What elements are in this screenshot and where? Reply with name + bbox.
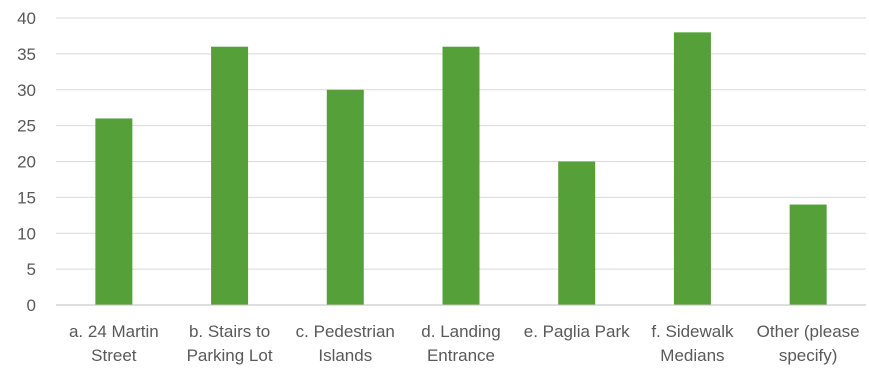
bar — [95, 118, 133, 305]
x-tick-label: b. Stairs to Parking Lot — [187, 322, 273, 365]
bar — [326, 89, 364, 305]
x-tick-label-line: b. Stairs to — [189, 322, 270, 341]
x-tick-label-line: e. Paglia Park — [524, 322, 630, 341]
y-tick-label: 25 — [17, 117, 36, 136]
x-tick-label: a. 24 Martin Street — [69, 322, 159, 365]
y-tick-label: 10 — [17, 224, 36, 243]
bar — [442, 46, 480, 305]
y-tick-label: 40 — [17, 9, 36, 28]
y-tick-label: 15 — [17, 188, 36, 207]
bars — [95, 32, 827, 305]
x-tick-label-line: a. 24 Martin — [69, 322, 159, 341]
x-tick-label: c. Pedestrian Islands — [296, 322, 395, 365]
y-tick-label: 0 — [27, 296, 36, 315]
bar — [789, 204, 827, 305]
x-tick-label-line: Medians — [660, 346, 724, 365]
y-tick-label: 5 — [27, 260, 36, 279]
bar — [211, 46, 249, 305]
y-tick-label: 20 — [17, 153, 36, 172]
y-tick-label: 30 — [17, 81, 36, 100]
x-tick-label-line: Street — [91, 346, 137, 365]
x-tick-label-line: Entrance — [427, 346, 495, 365]
y-axis-tick-labels: 0 5 10 15 20 25 30 35 40 — [17, 9, 36, 315]
x-tick-label-line: Other (please — [757, 322, 860, 341]
x-tick-label: d. Landing Entrance — [421, 322, 500, 365]
x-tick-label-line: d. Landing — [421, 322, 500, 341]
x-tick-label: f. Sidewalk Medians — [651, 322, 734, 365]
x-tick-label-line: c. Pedestrian — [296, 322, 395, 341]
bar — [558, 161, 596, 305]
x-tick-label-line: Islands — [318, 346, 372, 365]
x-tick-label-line: f. Sidewalk — [651, 322, 734, 341]
x-tick-label: Other (please specify) — [757, 322, 860, 365]
x-tick-label-line: Parking Lot — [187, 346, 273, 365]
x-tick-label: e. Paglia Park — [524, 322, 630, 341]
bar — [673, 32, 711, 305]
x-axis-category-labels: a. 24 Martin Street b. Stairs to Parking Lo… — [69, 322, 860, 365]
y-tick-label: 35 — [17, 45, 36, 64]
x-tick-label-line: specify) — [779, 346, 838, 365]
